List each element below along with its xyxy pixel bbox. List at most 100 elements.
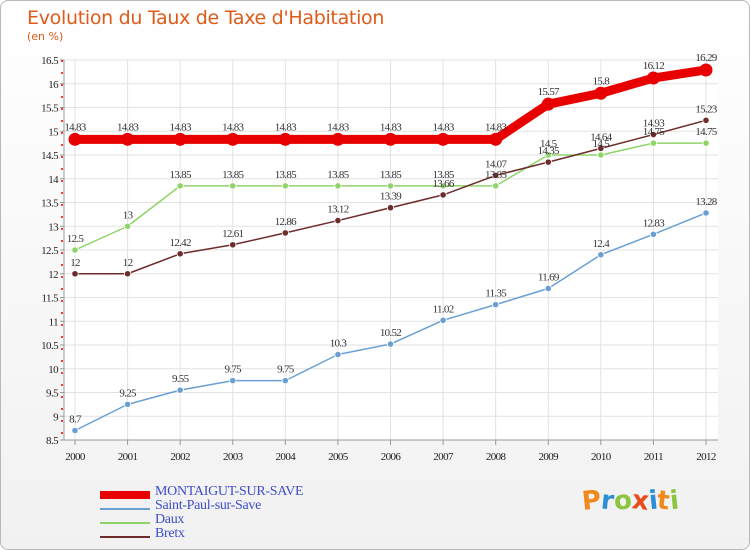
data-label: 13.85 [170, 169, 192, 181]
y-tick-label: 16 [48, 79, 59, 91]
data-label: 12.4 [593, 238, 611, 250]
data-point [492, 301, 500, 309]
data-point [71, 426, 79, 435]
data-label: 15.57 [538, 86, 560, 98]
data-point [71, 246, 79, 254]
y-tick-label: 13 [48, 221, 59, 233]
data-label: 13.85 [222, 169, 244, 181]
data-point [331, 132, 345, 146]
data-point [281, 182, 289, 190]
x-tick-label: 2003 [223, 451, 244, 463]
data-label: 14.5 [540, 138, 558, 150]
y-tick-label: 14 [48, 174, 59, 186]
data-label: 14.5 [593, 138, 611, 150]
data-label: 11.69 [538, 271, 560, 283]
legend-label: Daux [155, 512, 185, 527]
data-label: 15.23 [695, 103, 717, 115]
legend-swatch [100, 536, 150, 538]
data-label: 16.29 [695, 52, 717, 64]
data-point [173, 132, 187, 146]
data-label: 10.52 [380, 327, 401, 339]
data-label: 14.64 [590, 131, 612, 143]
data-point [386, 340, 395, 348]
x-tick-label: 2000 [65, 451, 86, 463]
y-tick-label: 12 [48, 269, 58, 281]
data-point [281, 377, 289, 385]
data-point [334, 216, 342, 225]
legend-swatch [100, 522, 150, 524]
data-label: 13.12 [327, 204, 348, 216]
data-label: 14.07 [485, 158, 507, 170]
x-tick-label: 2006 [381, 451, 402, 463]
data-label: 14.75 [695, 126, 717, 138]
data-label: 14.83 [64, 121, 86, 133]
y-tick-label: 15 [48, 126, 59, 138]
data-label: 11.35 [485, 288, 507, 300]
axes [60, 59, 718, 445]
data-point [544, 151, 552, 159]
x-tick-label: 2010 [591, 451, 612, 463]
y-tick-label: 13.5 [41, 198, 59, 210]
data-label: 13.85 [327, 169, 349, 181]
data-label: 12.83 [643, 217, 665, 229]
data-label: 13 [123, 209, 134, 221]
data-point [386, 204, 395, 212]
data-point [439, 191, 447, 199]
y-tick-label: 9.5 [46, 388, 59, 400]
data-label: 14.83 [275, 121, 297, 133]
data-point [492, 182, 500, 190]
data-label: 9.75 [277, 364, 295, 376]
data-point [123, 222, 132, 230]
x-tick-label: 2008 [486, 451, 507, 463]
data-point [702, 116, 710, 124]
x-tick-label: 2005 [328, 451, 349, 463]
data-point [439, 182, 447, 190]
data-label: 12.5 [67, 233, 85, 245]
x-tick-label: 2011 [644, 451, 663, 463]
data-point [541, 97, 555, 111]
legend-swatch [100, 491, 150, 499]
proxiti-logo: Proxiti [580, 485, 680, 517]
x-tick-label: 2009 [538, 451, 559, 463]
data-point [597, 144, 605, 152]
data-point [68, 132, 82, 146]
y-tick-label: 8.5 [46, 435, 59, 447]
chart-unit: (en %) [27, 30, 64, 43]
legend-label: MONTAIGUT-SUR-SAVE [155, 484, 304, 499]
data-point [699, 63, 713, 77]
data-label: 14.35 [538, 145, 560, 157]
data-label: 14.83 [170, 121, 192, 133]
x-tick-label: 2012 [696, 451, 716, 463]
data-point [176, 250, 184, 258]
chart-title: Evolution du Taux de Taxe d'Habitation [27, 7, 385, 29]
data-label: 10.3 [330, 338, 348, 350]
data-label: 16.12 [643, 60, 664, 72]
data-label: 14.83 [327, 121, 349, 133]
data-label: 14.83 [485, 121, 507, 133]
data-label: 12 [70, 257, 80, 269]
y-tick-label: 10.5 [41, 340, 59, 352]
y-tick-label: 9 [53, 411, 59, 423]
data-label: 14.83 [380, 121, 402, 133]
x-tick-label: 2007 [433, 451, 454, 463]
data-label: 8.7 [69, 414, 82, 426]
data-label: 13.39 [380, 191, 402, 203]
data-label: 13.66 [432, 178, 454, 190]
data-point [334, 182, 342, 190]
data-point [123, 400, 132, 408]
data-point [492, 171, 500, 180]
x-tick-label: 2004 [276, 451, 297, 463]
data-label: 12.42 [170, 237, 191, 249]
legend-swatch [100, 508, 150, 510]
data-point [334, 350, 342, 359]
data-point [123, 270, 132, 278]
legend-label: Bretx [155, 526, 185, 541]
data-point [226, 132, 240, 146]
data-label: 11.02 [433, 303, 454, 315]
data-label: 9.55 [172, 373, 190, 385]
data-point [439, 316, 447, 324]
data-point [597, 251, 605, 259]
data-label: 14.75 [643, 126, 665, 138]
data-point [544, 284, 552, 293]
